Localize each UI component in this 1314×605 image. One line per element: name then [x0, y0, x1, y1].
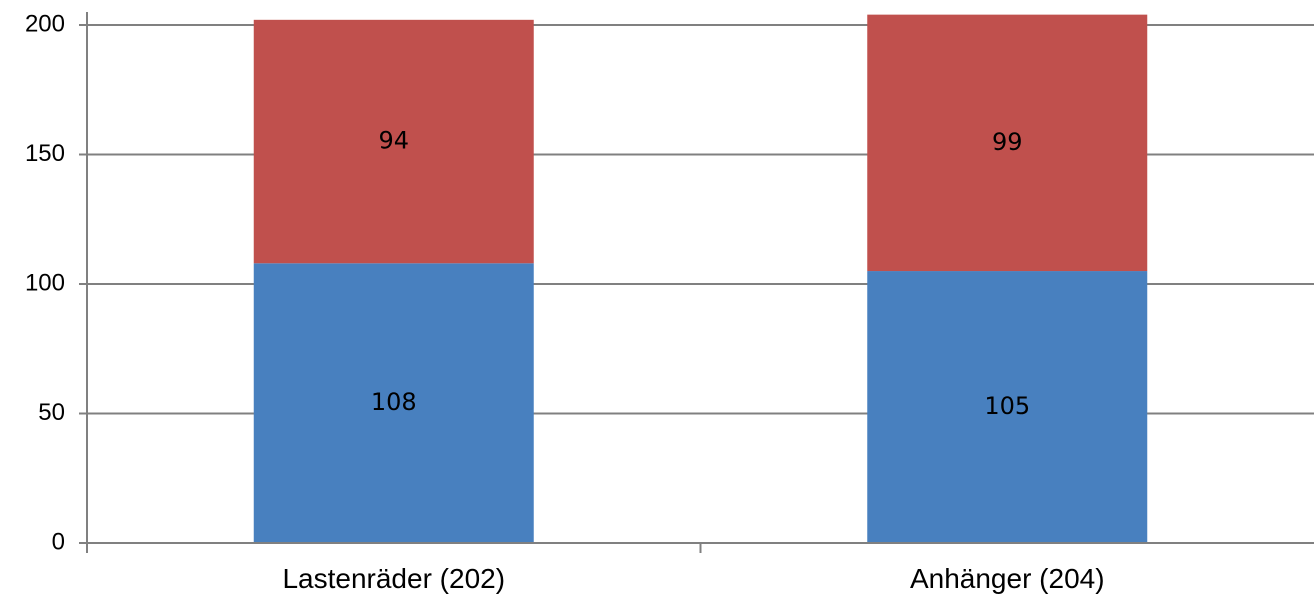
bar-segment-0-1 — [253, 19, 534, 264]
category-label-0: Lastenräder (202) — [282, 563, 505, 594]
data-label-1-0: 105 — [984, 392, 1030, 420]
bar-segment-1-1 — [867, 14, 1148, 272]
axes — [79, 12, 1314, 553]
y-tick-label: 150 — [25, 140, 65, 167]
data-label-0-1: 94 — [378, 127, 409, 155]
data-label-1-1: 99 — [992, 128, 1023, 156]
bar-segments — [253, 14, 1148, 543]
y-tick-label: 100 — [25, 269, 65, 296]
y-tick-label: 200 — [25, 10, 65, 37]
data-label-0-0: 108 — [371, 388, 417, 416]
bar-segment-1-0 — [867, 271, 1148, 543]
y-tick-label: 50 — [38, 399, 65, 426]
axis-labels: 0 50 100 150 200 108 94 Lastenräder (202) 105 99 A… — [25, 10, 1105, 594]
bar-segment-0-0 — [253, 263, 534, 543]
category-label-1: Anhänger (204) — [910, 563, 1105, 594]
y-tick-label: 0 — [52, 528, 65, 555]
